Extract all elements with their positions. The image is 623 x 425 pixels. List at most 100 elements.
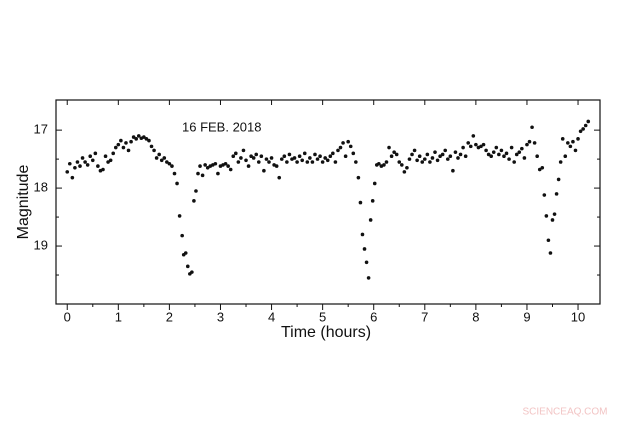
data-point [546, 238, 551, 243]
data-point [325, 158, 330, 163]
data-point [142, 135, 146, 139]
data-point [394, 152, 399, 157]
data-point [530, 125, 534, 130]
data-point [417, 154, 422, 159]
data-point [451, 168, 455, 173]
data-point [244, 158, 248, 163]
data-point [80, 156, 85, 160]
y-tick-label: 19 [34, 237, 48, 252]
data-point [241, 148, 246, 153]
data-point [346, 139, 350, 144]
data-point [481, 142, 486, 147]
data-point [75, 160, 80, 164]
data-point [563, 154, 568, 159]
data-point [333, 160, 338, 164]
data-point [282, 154, 287, 159]
data-point [540, 166, 545, 170]
data-point [405, 166, 409, 170]
data-point [428, 160, 432, 164]
data-point [267, 160, 271, 164]
data-point [162, 156, 167, 160]
data-point [172, 171, 177, 176]
data-point [512, 160, 516, 164]
x-tick-label: 10 [571, 309, 585, 324]
data-point [550, 218, 555, 222]
data-point [499, 148, 504, 153]
data-point [368, 218, 373, 222]
x-tick-label: 7 [421, 309, 428, 324]
data-point [246, 164, 251, 168]
data-point [338, 145, 343, 150]
data-point [67, 161, 72, 166]
data-point [249, 154, 253, 159]
data-point [514, 152, 519, 157]
x-tick-label: 3 [217, 309, 224, 324]
data-point [366, 276, 371, 280]
y-axis-label: Magnitude [15, 165, 32, 240]
data-point [507, 157, 511, 161]
data-point [364, 260, 369, 265]
data-point [535, 154, 539, 159]
data-point [70, 175, 75, 180]
data-point [259, 154, 264, 159]
data-point [254, 152, 259, 157]
data-point [185, 264, 190, 269]
data-point [262, 168, 266, 173]
data-point [468, 144, 473, 149]
data-point [108, 158, 113, 163]
data-point [200, 173, 205, 178]
data-point [392, 150, 396, 154]
data-point [93, 151, 98, 156]
data-point [323, 156, 327, 160]
data-point [157, 152, 161, 157]
data-point [103, 154, 108, 159]
data-point [251, 156, 256, 160]
data-point [167, 161, 172, 166]
data-point [544, 214, 549, 218]
data-point [126, 148, 131, 153]
data-point [552, 212, 557, 216]
data-point [180, 233, 184, 238]
data-point [348, 144, 353, 149]
data-point [389, 154, 394, 159]
data-point [234, 151, 238, 156]
data-point [425, 152, 430, 157]
data-point [192, 199, 196, 203]
data-point [509, 145, 514, 150]
data-point [85, 163, 90, 167]
data-point [223, 161, 228, 166]
data-point [198, 164, 202, 168]
data-point [170, 164, 174, 168]
data-point [486, 152, 491, 157]
data-point [129, 139, 133, 144]
data-point [279, 157, 284, 161]
data-point [542, 193, 547, 197]
data-point [90, 158, 95, 163]
data-point [504, 151, 509, 156]
data-point [532, 141, 537, 145]
data-point [292, 156, 297, 160]
data-point [370, 199, 375, 203]
data-point [382, 163, 386, 167]
data-point [422, 157, 427, 161]
data-point [453, 150, 458, 154]
plot-frame [55, 99, 601, 305]
data-point [445, 157, 450, 161]
data-point [479, 144, 483, 149]
data-point [226, 164, 230, 168]
data-point [474, 142, 478, 147]
x-tick-label: 4 [268, 309, 275, 324]
data-point [213, 161, 218, 166]
data-point [456, 156, 460, 160]
data-point [491, 150, 496, 154]
data-point [305, 160, 310, 164]
data-point [354, 160, 358, 164]
data-point [124, 141, 128, 145]
data-point [527, 139, 532, 144]
data-point [285, 160, 289, 164]
data-point [581, 127, 585, 131]
data-point [537, 167, 542, 172]
data-point [356, 175, 361, 180]
data-point [300, 158, 305, 163]
data-point [287, 152, 292, 157]
